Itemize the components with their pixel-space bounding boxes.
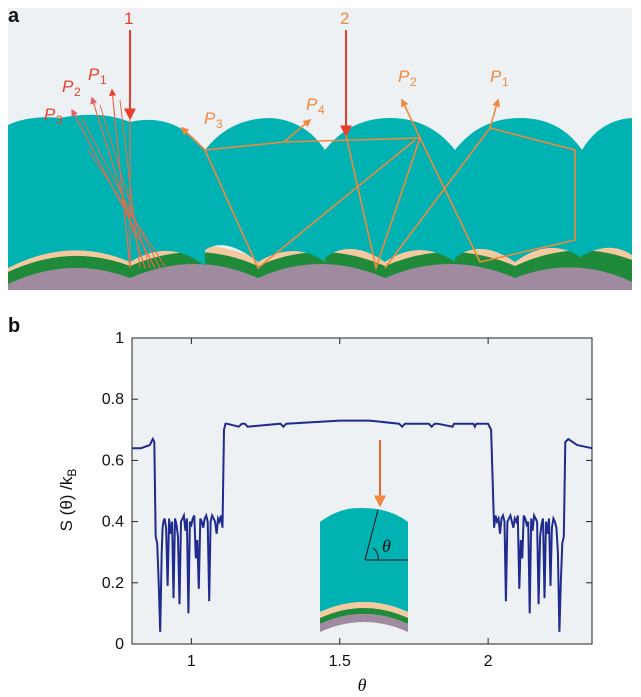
svg-text:P: P xyxy=(398,67,410,86)
svg-text:4: 4 xyxy=(318,103,325,117)
y-tick-label: 0.4 xyxy=(102,514,124,531)
x-tick-label: 2 xyxy=(484,653,493,670)
x-axis: 1 1.5 2 xyxy=(187,338,493,670)
dome-2 xyxy=(205,118,325,262)
label-p3-left: P 3 xyxy=(44,105,63,127)
y-tick-label: 0.8 xyxy=(102,391,124,408)
panel-a: a 1 P 1 xyxy=(8,5,632,290)
svg-text:2: 2 xyxy=(74,85,81,99)
x-axis-label: θ xyxy=(358,675,367,695)
y-tick-label: 0.2 xyxy=(102,575,124,592)
panel-a-label: a xyxy=(8,5,20,27)
domes xyxy=(8,114,632,268)
label-p4: P 4 xyxy=(306,95,325,117)
svg-text:3: 3 xyxy=(216,117,223,131)
incident-ray-2-label: 2 xyxy=(340,9,349,28)
y-axis: 0 0.2 0.4 0.6 0.8 1 xyxy=(102,330,592,653)
dome-3 xyxy=(325,118,455,262)
inset-dome: θ xyxy=(320,440,408,632)
label-p2-right: P 2 xyxy=(398,67,417,89)
y-tick-label: 1 xyxy=(115,330,124,347)
svg-text:P: P xyxy=(306,95,318,114)
y-tick-label: 0.6 xyxy=(102,452,124,469)
svg-text:3: 3 xyxy=(56,113,63,127)
label-p1-left: P 1 xyxy=(88,65,107,87)
x-tick-label: 1.5 xyxy=(329,653,351,670)
svg-text:P: P xyxy=(490,67,502,86)
svg-text:1: 1 xyxy=(502,75,509,89)
svg-text:P: P xyxy=(62,77,74,96)
inset-theta-label: θ xyxy=(382,536,391,556)
label-p3-mid: P 3 xyxy=(204,109,223,131)
y-tick-label: 0 xyxy=(115,636,124,653)
svg-text:1: 1 xyxy=(100,73,107,87)
svg-text:P: P xyxy=(88,65,100,84)
dome-4 xyxy=(455,118,582,262)
svg-text:P: P xyxy=(204,109,216,128)
svg-text:P: P xyxy=(44,105,56,124)
svg-text:2: 2 xyxy=(410,75,417,89)
label-p2-left: P 2 xyxy=(62,77,81,99)
panel-b-label: b xyxy=(8,315,20,337)
dome-1 xyxy=(8,114,205,268)
label-p1-right: P 1 xyxy=(490,67,509,89)
ray-bundle-1: 1 P 1 P 2 P 3 xyxy=(44,9,166,269)
dome-5 xyxy=(582,118,632,256)
x-tick-label: 1 xyxy=(187,653,196,670)
y-axis-label: S (θ) /kB xyxy=(57,469,79,532)
incident-ray-1-label: 1 xyxy=(124,9,133,28)
ray-bundle-2: 2 xyxy=(180,9,576,271)
entropy-curve xyxy=(132,419,593,632)
svg-text:S (θ) /kB: S (θ) /kB xyxy=(57,469,79,532)
panel-b: b 00.20.40.60.81 1 1.5 2 θ S (θ) /kB θ xyxy=(8,315,593,695)
